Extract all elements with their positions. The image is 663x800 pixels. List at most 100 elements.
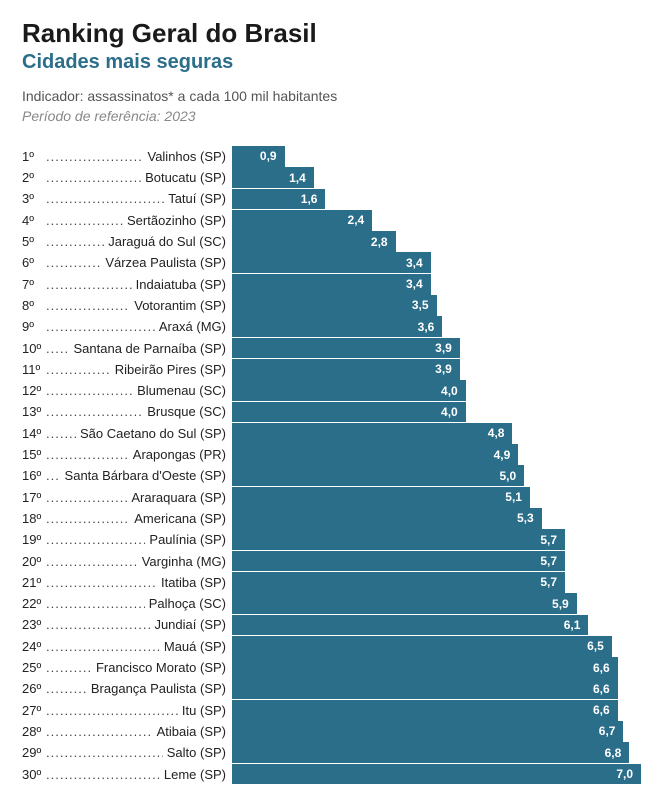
chart-row: 8º......................................… xyxy=(22,295,641,316)
rank-number: 7º xyxy=(22,277,46,292)
row-label: 5º......................................… xyxy=(22,234,232,249)
bar-track: 4,9 xyxy=(232,444,641,465)
bar-value: 5,0 xyxy=(499,469,516,483)
city-name: Varginha (MG) xyxy=(138,554,226,569)
bar-track: 0,9 xyxy=(232,146,641,167)
rank-number: 14º xyxy=(22,426,46,441)
city-name: Jundiaí (SP) xyxy=(150,617,226,632)
leader-dots: ........................................… xyxy=(46,191,164,206)
bar-value: 7,0 xyxy=(616,767,633,781)
bar-track: 6,7 xyxy=(232,721,641,742)
bar-value: 3,9 xyxy=(435,341,452,355)
leader-dots: ........................................… xyxy=(46,767,160,782)
bar-value: 4,0 xyxy=(441,405,458,419)
bar-track: 2,8 xyxy=(232,231,641,252)
chart-row: 10º.....................................… xyxy=(22,338,641,359)
bar: 4,9 xyxy=(232,444,518,465)
leader-dots: ........................................… xyxy=(46,319,155,334)
bar-value: 4,0 xyxy=(441,384,458,398)
row-label: 30º.....................................… xyxy=(22,767,232,782)
city-name: Palhoça (SC) xyxy=(145,596,226,611)
chart-row: 28º.....................................… xyxy=(22,721,641,742)
city-name: Botucatu (SP) xyxy=(141,170,226,185)
bar: 5,1 xyxy=(232,487,530,508)
bar-track: 6,6 xyxy=(232,657,641,678)
bar-track: 3,9 xyxy=(232,359,641,380)
bar: 5,0 xyxy=(232,465,524,486)
bar-value: 5,7 xyxy=(540,533,557,547)
rank-number: 3º xyxy=(22,191,46,206)
chart-row: 16º.....................................… xyxy=(22,465,641,486)
rank-number: 24º xyxy=(22,639,46,654)
bar: 3,6 xyxy=(232,316,442,337)
bar-track: 3,6 xyxy=(232,316,641,337)
chart-row: 6º......................................… xyxy=(22,252,641,273)
bar: 2,4 xyxy=(232,210,372,231)
row-label: 22º.....................................… xyxy=(22,596,232,611)
bar-track: 1,6 xyxy=(232,189,641,210)
bar-value: 6,6 xyxy=(593,661,610,675)
ranking-chart: 1º......................................… xyxy=(22,146,641,784)
rank-number: 13º xyxy=(22,404,46,419)
bar: 4,8 xyxy=(232,423,512,444)
city-name: Indaiatuba (SP) xyxy=(132,277,226,292)
bar-value: 3,5 xyxy=(412,298,429,312)
row-label: 19º.....................................… xyxy=(22,532,232,547)
row-label: 8º......................................… xyxy=(22,298,232,313)
chart-row: 3º......................................… xyxy=(22,189,641,210)
bar-value: 5,3 xyxy=(517,511,534,525)
city-name: Araxá (MG) xyxy=(155,319,226,334)
row-label: 26º.....................................… xyxy=(22,681,232,696)
chart-row: 9º......................................… xyxy=(22,316,641,337)
bar: 6,6 xyxy=(232,700,618,721)
row-label: 2º......................................… xyxy=(22,170,232,185)
bar: 6,6 xyxy=(232,678,618,699)
bar: 5,7 xyxy=(232,572,565,593)
rank-number: 22º xyxy=(22,596,46,611)
bar-track: 5,0 xyxy=(232,465,641,486)
leader-dots: ........................................… xyxy=(46,575,157,590)
rank-number: 19º xyxy=(22,532,46,547)
bar: 3,4 xyxy=(232,252,431,273)
row-label: 23º.....................................… xyxy=(22,617,232,632)
chart-row: 21º.....................................… xyxy=(22,572,641,593)
row-label: 6º......................................… xyxy=(22,255,232,270)
city-name: Itatiba (SP) xyxy=(157,575,226,590)
row-label: 14º.....................................… xyxy=(22,426,232,441)
bar-value: 6,1 xyxy=(564,618,581,632)
chart-row: 29º.....................................… xyxy=(22,742,641,763)
leader-dots: ........................................… xyxy=(46,149,143,164)
leader-dots: ........................................… xyxy=(46,255,101,270)
bar: 4,0 xyxy=(232,380,466,401)
bar: 5,3 xyxy=(232,508,542,529)
chart-row: 14º.....................................… xyxy=(22,423,641,444)
city-name: Leme (SP) xyxy=(160,767,226,782)
chart-row: 7º......................................… xyxy=(22,274,641,295)
bar-value: 2,8 xyxy=(371,235,388,249)
chart-row: 30º.....................................… xyxy=(22,764,641,785)
rank-number: 15º xyxy=(22,447,46,462)
bar: 3,9 xyxy=(232,359,460,380)
row-label: 13º.....................................… xyxy=(22,404,232,419)
rank-number: 2º xyxy=(22,170,46,185)
indicator-text: Indicador: assassinatos* a cada 100 mil … xyxy=(22,88,641,104)
bar-track: 1,4 xyxy=(232,167,641,188)
chart-row: 19º.....................................… xyxy=(22,529,641,550)
bar-track: 4,0 xyxy=(232,380,641,401)
bar-track: 6,5 xyxy=(232,636,641,657)
leader-dots: ........................................… xyxy=(46,511,130,526)
leader-dots: ........................................… xyxy=(46,617,150,632)
leader-dots: ........................................… xyxy=(46,298,130,313)
row-label: 25º.....................................… xyxy=(22,660,232,675)
bar-track: 4,8 xyxy=(232,423,641,444)
rank-number: 29º xyxy=(22,745,46,760)
bar-track: 5,7 xyxy=(232,572,641,593)
leader-dots: ........................................… xyxy=(46,532,145,547)
rank-number: 8º xyxy=(22,298,46,313)
rank-number: 5º xyxy=(22,234,46,249)
bar-track: 6,8 xyxy=(232,742,641,763)
row-label: 3º......................................… xyxy=(22,191,232,206)
bar: 7,0 xyxy=(232,764,641,785)
rank-number: 12º xyxy=(22,383,46,398)
bar: 3,4 xyxy=(232,274,431,295)
